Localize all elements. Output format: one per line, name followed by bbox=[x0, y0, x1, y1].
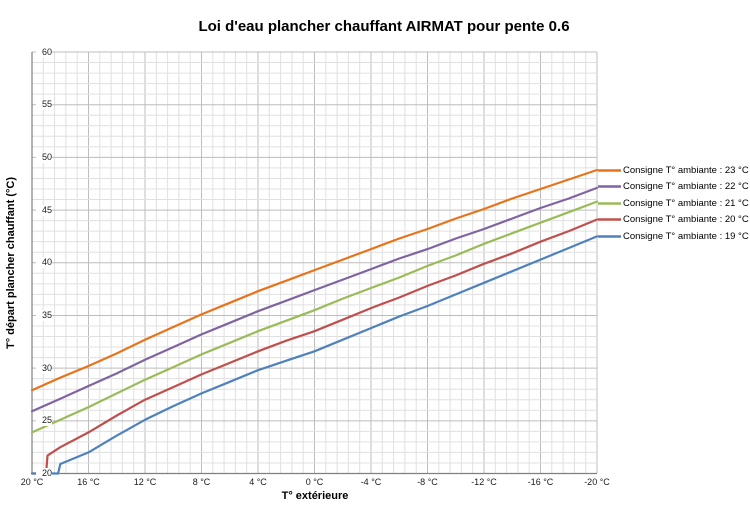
series-line-consigne-20 bbox=[30, 218, 599, 475]
y-tick-label-60: 60 bbox=[36, 46, 52, 58]
x-tick-label-20: 20 °C bbox=[20, 477, 44, 487]
y-tick-label-25: 25 bbox=[36, 415, 52, 427]
legend-swatch bbox=[598, 234, 621, 238]
x-tick-label--8: -8 °C bbox=[417, 477, 438, 487]
legend-label: Consigne T° ambiante : 20 °C bbox=[623, 214, 749, 225]
series-line-consigne-21 bbox=[30, 200, 599, 434]
x-tick-label--20: -20 °C bbox=[584, 477, 610, 487]
series-line-consigne-22 bbox=[30, 186, 599, 413]
x-tick-label-16: 16 °C bbox=[77, 477, 100, 487]
x-tick-label-4: 4 °C bbox=[249, 477, 267, 487]
legend-label: Consigne T° ambiante : 21 °C bbox=[623, 197, 749, 209]
legend-item-consigne-23: Consigne T° ambiante : 23 °C bbox=[598, 163, 749, 177]
legend-label: Consigne T° ambiante : 23 °C bbox=[623, 164, 749, 176]
y-tick-label-35: 35 bbox=[36, 309, 52, 321]
x-axis-title: T° extérieure bbox=[281, 490, 349, 502]
x-tick-label-12: 12 °C bbox=[133, 477, 157, 487]
legend-item-consigne-21: Consigne T° ambiante : 21 °C bbox=[598, 196, 749, 210]
x-tick-label--4: -4 °C bbox=[360, 477, 382, 487]
y-tick-label-20: 20 bbox=[36, 468, 52, 479]
series-line-consigne-23 bbox=[30, 168, 599, 392]
y-tick-label-50: 50 bbox=[36, 151, 52, 163]
legend-swatch bbox=[598, 185, 621, 188]
y-tick-label-55: 55 bbox=[36, 99, 52, 111]
y-tick-label-40: 40 bbox=[36, 257, 52, 269]
legend-swatch bbox=[598, 201, 621, 205]
legend-label: Consigne T° ambiante : 19 °C bbox=[623, 230, 749, 242]
x-tick-label-8: 8 °C bbox=[192, 477, 211, 487]
series-line-consigne-19 bbox=[30, 235, 599, 475]
chart-title: Loi d'eau plancher chauffant AIRMAT pour… bbox=[198, 18, 570, 35]
y-tick-label-45: 45 bbox=[36, 204, 52, 216]
legend-label: Consigne T° ambiante : 22 °C bbox=[623, 181, 749, 192]
x-tick-label--16: -16 °C bbox=[527, 477, 554, 487]
legend-item-consigne-19: Consigne T° ambiante : 19 °C bbox=[598, 229, 749, 243]
legend-swatch bbox=[598, 168, 621, 172]
legend-item-consigne-20: Consigne T° ambiante : 20 °C bbox=[598, 213, 749, 227]
x-tick-label--12: -12 °C bbox=[471, 477, 497, 487]
legend-swatch bbox=[598, 218, 621, 221]
y-tick-label-30: 30 bbox=[36, 362, 52, 374]
x-tick-label-0: 0 °C bbox=[305, 477, 324, 487]
legend-item-consigne-22: Consigne T° ambiante : 22 °C bbox=[598, 180, 749, 194]
